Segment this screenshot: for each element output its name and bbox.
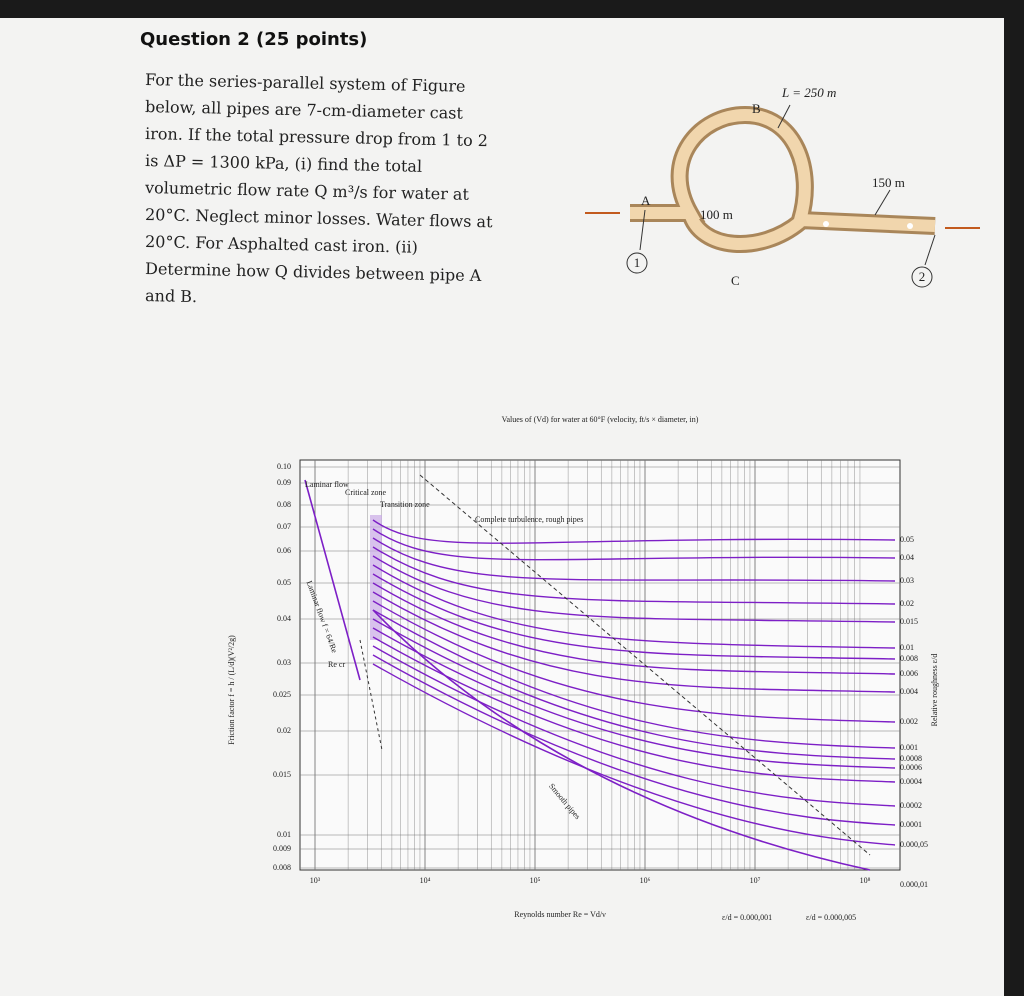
length-label: L = 250 m — [781, 85, 836, 100]
turbulence-boundary — [419, 474, 871, 856]
curves — [372, 519, 896, 871]
node-label: B — [752, 101, 761, 116]
ticks: 0.10 0.09 0.08 0.07 0.06 0.05 0.04 0.03 0.025 0.0… — [273, 462, 928, 889]
question-title: Question 2 (25 points) — [140, 29, 367, 50]
reynolds-tick-label: 10⁸ — [860, 876, 871, 885]
smooth-pipe-curve — [372, 609, 871, 871]
friction-tick-label: 0.03 — [277, 658, 291, 667]
leader — [639, 209, 646, 251]
critical-zone — [370, 515, 382, 640]
friction-tick-label: 0.04 — [277, 614, 291, 623]
roughness-tick-label: 0.004 — [900, 687, 918, 696]
leader — [874, 189, 891, 216]
zone-label: Transition zone — [380, 500, 430, 509]
node-circle — [626, 252, 648, 274]
roughness-curve — [372, 519, 896, 544]
roughness-tick-label: 0.0006 — [900, 763, 922, 772]
roughness-tick-label: 0.006 — [900, 669, 918, 678]
x-axis-label: Reynolds number Re = Vd/ν — [514, 910, 606, 919]
roughness-curve — [372, 663, 896, 846]
roughness-curve — [372, 555, 896, 623]
critical-line — [359, 639, 383, 751]
node-label: C — [731, 273, 740, 288]
node-label: A — [641, 193, 651, 208]
friction-tick-label: 0.10 — [277, 462, 291, 471]
node-circle — [911, 266, 933, 288]
reynolds-tick-label: 10⁶ — [640, 876, 651, 885]
roughness-curve — [372, 564, 896, 649]
pipe — [630, 108, 936, 250]
friction-tick-label: 0.008 — [273, 863, 291, 872]
laminar-line — [304, 479, 361, 681]
roughness-tick-label: 0.001 — [900, 743, 918, 752]
friction-tick-label: 0.02 — [277, 726, 291, 735]
photo-edge-top — [0, 0, 1024, 18]
roughness-curve — [372, 582, 896, 675]
roughness-curve — [372, 627, 896, 769]
roughness-curve — [372, 636, 896, 783]
roughness-tick-label: 0.0004 — [900, 777, 922, 786]
roughness-curve — [372, 546, 896, 605]
roughness-curve — [372, 591, 896, 693]
photo-edge-right — [1004, 0, 1024, 996]
length-label: 100 m — [700, 207, 733, 222]
question-text: For the series-parallel system of Figure… — [144, 70, 493, 306]
roughness-tick-label: 0.000,05 — [900, 840, 928, 849]
reynolds-tick-label: 10³ — [310, 876, 321, 885]
y2-axis-label: Relative roughness ε/d — [930, 654, 939, 727]
dot — [823, 221, 829, 227]
roughness-tick-label: 0.015 — [900, 617, 918, 626]
roughness-tick-label: 0.0002 — [900, 801, 922, 810]
roughness-tick-label: 0.05 — [900, 535, 914, 544]
length-label: 150 m — [872, 175, 905, 190]
roughness-tick-label: 0.008 — [900, 654, 918, 663]
roughness-curve — [372, 618, 896, 760]
friction-tick-label: 0.01 — [277, 830, 291, 839]
zone-label: Laminar flow — [305, 480, 349, 489]
chart-frame — [299, 459, 901, 871]
roughness-curve — [372, 609, 896, 749]
moody-diagram: Values of (Vd) for water at 60°F (veloci… — [227, 415, 939, 922]
roughness-tick-label: 0.02 — [900, 599, 914, 608]
y-axis-label: Friction factor f = h / (L/d)(V²/2g) — [227, 635, 236, 745]
friction-tick-label: 0.025 — [273, 690, 291, 699]
zone-label: Critical zone — [345, 488, 387, 497]
leader — [924, 234, 936, 266]
roughness-curve — [372, 600, 896, 723]
note: ε/d = 0.000,005 — [806, 913, 856, 922]
roughness-tick-label: 0.002 — [900, 717, 918, 726]
dot — [907, 223, 913, 229]
friction-tick-label: 0.09 — [277, 478, 291, 487]
zone-label: Complete turbulence, rough pipes — [475, 515, 583, 524]
friction-tick-label: 0.05 — [277, 578, 291, 587]
reynolds-tick-label: 10⁷ — [750, 876, 761, 885]
roughness-tick-label: 0.0008 — [900, 754, 922, 763]
node-number: 2 — [919, 269, 926, 284]
roughness-tick-label: 0.0001 — [900, 820, 922, 829]
roughness-tick-label: 0.04 — [900, 553, 914, 562]
roughness-curve — [372, 537, 896, 582]
question-line: and B. — [145, 286, 197, 306]
friction-tick-label: 0.009 — [273, 844, 291, 853]
friction-tick-label: 0.08 — [277, 500, 291, 509]
roughness-curve — [372, 528, 896, 561]
friction-tick-label: 0.015 — [273, 770, 291, 779]
top-caption: Values of (Vd) for water at 60°F (veloci… — [502, 415, 699, 424]
roughness-tick-label: 0.01 — [900, 643, 914, 652]
node-number: 1 — [634, 255, 641, 270]
roughness-tick-label: 0.000,01 — [900, 880, 928, 889]
note: ε/d = 0.000,001 — [722, 913, 772, 922]
roughness-curve — [372, 573, 896, 660]
reynolds-tick-label: 10⁵ — [530, 876, 541, 885]
zone-label: Re cr — [328, 660, 345, 669]
reynolds-tick-label: 10⁴ — [420, 876, 431, 885]
pipe-figure: L = 250 m B 150 m A 100 m C 1 2 — [585, 85, 980, 288]
friction-tick-label: 0.06 — [277, 546, 291, 555]
roughness-curve — [372, 654, 896, 826]
roughness-tick-label: 0.03 — [900, 576, 914, 585]
friction-tick-label: 0.07 — [277, 522, 291, 531]
leader — [777, 104, 791, 129]
